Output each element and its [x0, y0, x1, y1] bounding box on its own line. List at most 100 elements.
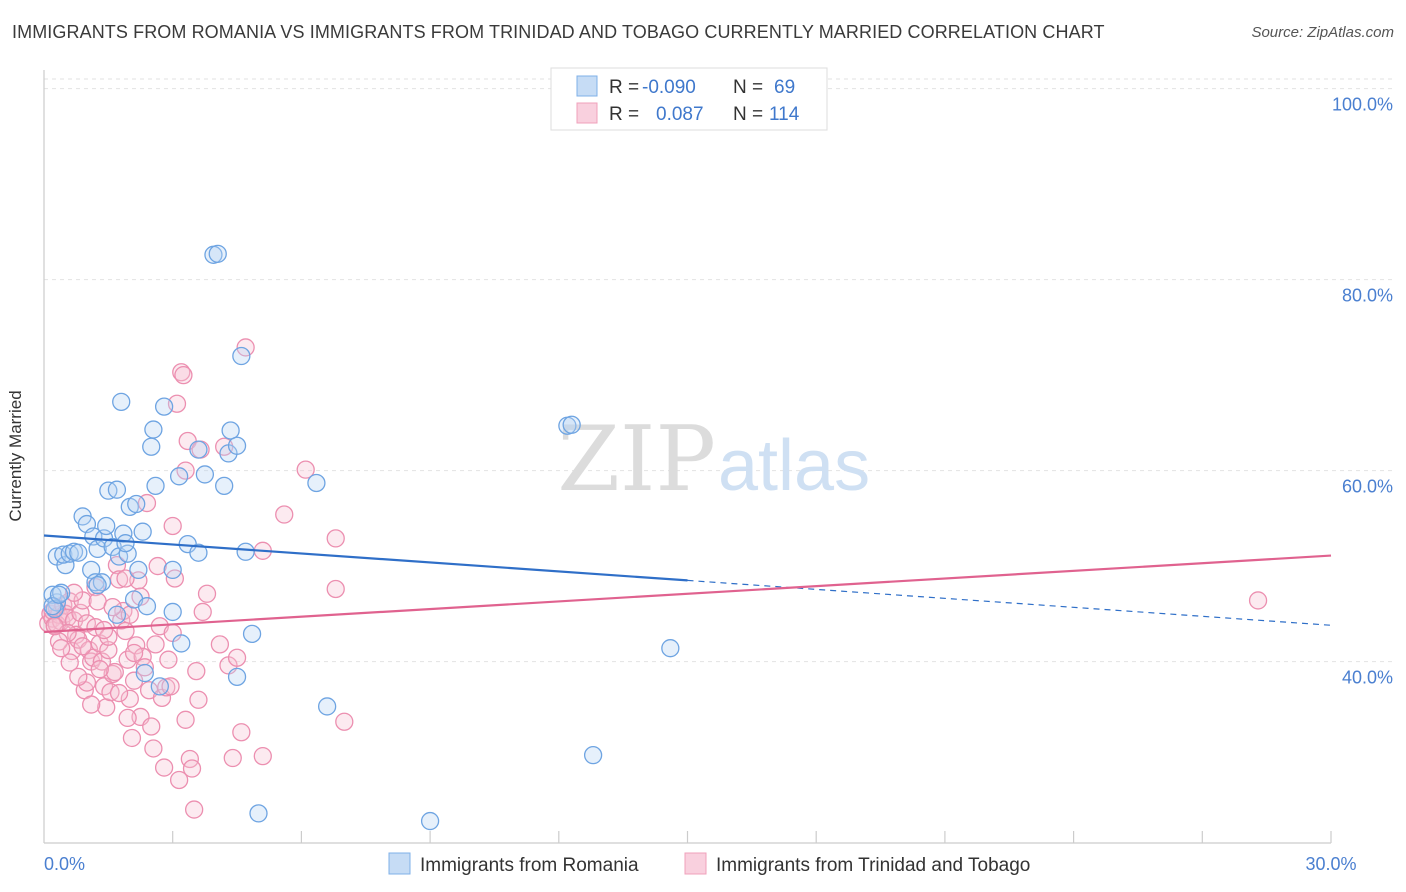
- data-point: [154, 758, 174, 777]
- data-point: [118, 708, 137, 728]
- legend-stats: R = -0.090 N = 69 R = 0.087 N = 114: [550, 67, 828, 131]
- x-tick-label-max: 30.0%: [1305, 854, 1356, 874]
- data-point: [242, 624, 262, 644]
- legend-label-trinidad: Immigrants from Trinidad and Tobago: [716, 855, 1030, 876]
- data-point: [124, 643, 144, 663]
- data-point: [227, 648, 247, 667]
- data-point: [227, 436, 247, 455]
- data-point: [109, 683, 129, 703]
- x-ticks: [172, 831, 1332, 843]
- data-point: [49, 585, 69, 604]
- data-point: [187, 661, 206, 681]
- legend-n-value: 114: [769, 104, 800, 125]
- data-point: [107, 605, 127, 624]
- data-point: [176, 710, 195, 729]
- data-point: [86, 573, 105, 592]
- watermark-zip: ZIP: [557, 407, 716, 512]
- legend-n-label: N =: [733, 104, 763, 125]
- data-point: [122, 728, 142, 748]
- data-point: [137, 597, 157, 616]
- data-point: [54, 545, 73, 564]
- y-tick-label: 40.0%: [1342, 668, 1393, 688]
- data-point: [94, 620, 114, 640]
- data-point: [64, 583, 84, 602]
- data-point: [208, 244, 227, 263]
- chart-title: IMMIGRANTS FROM ROMANIA VS IMMIGRANTS FR…: [12, 22, 1105, 42]
- gridlines: [44, 78, 1392, 663]
- data-point: [135, 658, 154, 677]
- data-point: [232, 346, 251, 366]
- y-tick-label: 80.0%: [1342, 286, 1393, 306]
- data-point: [90, 660, 109, 679]
- data-point: [317, 697, 337, 716]
- trend-line-trinidad: [43, 554, 1332, 634]
- data-point: [189, 440, 208, 459]
- data-point: [120, 689, 139, 708]
- data-point: [142, 717, 161, 736]
- legend-r-label: R =: [609, 77, 639, 98]
- data-point: [193, 602, 212, 622]
- trend-lines: [43, 534, 1332, 634]
- data-point: [60, 653, 79, 672]
- data-point: [116, 569, 135, 588]
- data-point: [97, 698, 116, 717]
- data-point: [159, 650, 178, 669]
- data-point: [275, 505, 294, 524]
- y-tick-label: 60.0%: [1342, 477, 1393, 497]
- data-point: [127, 494, 146, 514]
- trend-line-romania-extension: [687, 579, 1332, 626]
- y-tick-label: 100.0%: [1332, 95, 1393, 115]
- data-point: [148, 556, 167, 576]
- data-point: [144, 420, 163, 439]
- data-point: [195, 465, 215, 484]
- data-point: [1248, 591, 1268, 610]
- data-point: [150, 677, 169, 696]
- data-point: [88, 539, 107, 559]
- legend-r-value: -0.090: [642, 77, 696, 98]
- legend-n-value: 69: [774, 77, 795, 98]
- data-point: [133, 522, 152, 541]
- data-point: [129, 560, 148, 580]
- data-point: [236, 542, 255, 561]
- data-point: [326, 579, 345, 599]
- data-point: [73, 637, 92, 656]
- data-point: [169, 467, 189, 486]
- data-point: [223, 748, 242, 768]
- legend-swatch-trinidad: [684, 852, 707, 875]
- data-point: [99, 640, 118, 660]
- data-point: [232, 723, 251, 742]
- data-point: [45, 599, 64, 619]
- source-label: Source: ZipAtlas.com: [1251, 24, 1394, 41]
- data-point: [172, 363, 191, 382]
- data-point: [189, 543, 208, 562]
- data-point: [296, 460, 315, 479]
- data-point: [144, 739, 163, 758]
- data-point: [210, 635, 230, 654]
- data-point: [77, 614, 97, 633]
- data-point: [163, 516, 182, 536]
- data-point: [661, 639, 680, 658]
- data-point: [97, 516, 116, 536]
- data-point: [105, 662, 124, 682]
- legend-n-label: N =: [733, 77, 763, 98]
- legend-swatch-romania: [388, 852, 411, 875]
- data-point: [249, 804, 268, 823]
- data-point: [215, 476, 234, 496]
- data-point: [118, 650, 137, 669]
- legend-swatch-blue: [576, 75, 598, 97]
- data-point: [335, 712, 354, 731]
- series-romania-points: [43, 244, 680, 831]
- data-point: [236, 338, 255, 357]
- data-point: [116, 621, 135, 641]
- trend-line-romania: [43, 534, 688, 582]
- data-point: [253, 746, 272, 766]
- data-point: [88, 576, 107, 595]
- data-point: [174, 365, 193, 385]
- legend-label-romania: Immigrants from Romania: [420, 855, 639, 876]
- data-point: [112, 392, 131, 411]
- data-point: [116, 534, 135, 553]
- data-point: [82, 695, 101, 714]
- data-point: [146, 635, 165, 654]
- data-point: [69, 667, 88, 687]
